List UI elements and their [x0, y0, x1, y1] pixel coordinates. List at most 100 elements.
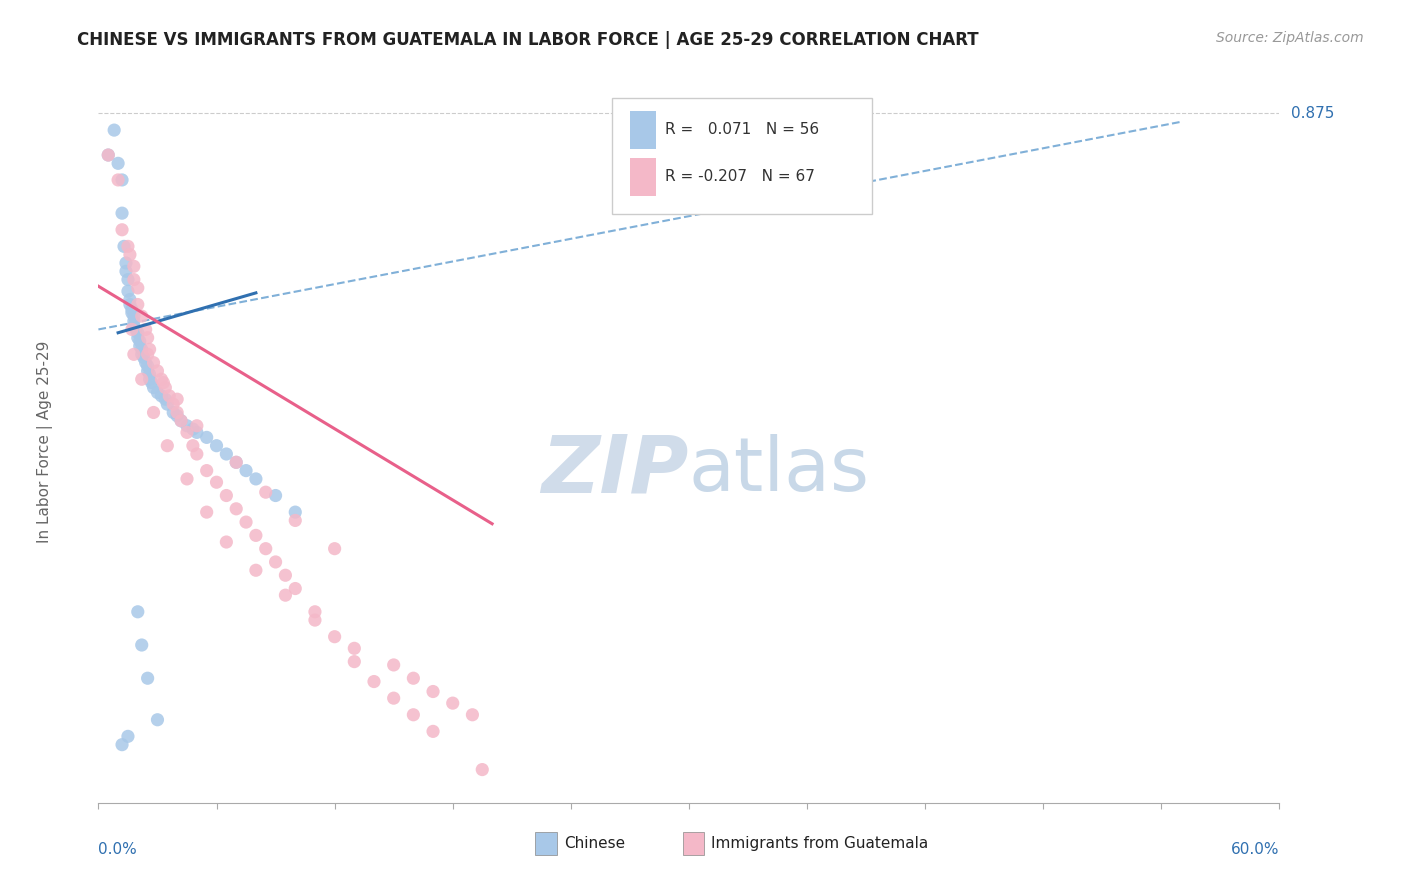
- Point: [155, 392, 177, 407]
- Point: [131, 372, 153, 386]
- Point: [122, 309, 145, 323]
- Point: [254, 485, 277, 500]
- Text: R =   0.071   N = 56: R = 0.071 N = 56: [665, 122, 820, 136]
- Point: [111, 223, 134, 237]
- Point: [135, 322, 157, 336]
- Point: [118, 297, 141, 311]
- Point: [127, 605, 149, 619]
- Point: [254, 541, 277, 556]
- Point: [166, 392, 188, 407]
- Point: [157, 389, 180, 403]
- Point: [323, 630, 346, 644]
- Point: [363, 674, 385, 689]
- Point: [132, 351, 155, 365]
- Point: [136, 347, 159, 361]
- Point: [136, 359, 159, 373]
- Point: [402, 671, 425, 685]
- Point: [471, 763, 494, 777]
- Text: Chinese: Chinese: [564, 836, 624, 851]
- Point: [156, 439, 179, 453]
- Point: [141, 376, 163, 390]
- Point: [235, 464, 257, 478]
- Point: [121, 306, 143, 320]
- Point: [170, 414, 193, 428]
- Point: [131, 343, 153, 357]
- Point: [131, 347, 153, 361]
- Point: [274, 588, 297, 602]
- Point: [111, 738, 134, 752]
- Point: [131, 309, 153, 323]
- Point: [176, 418, 198, 433]
- Point: [122, 319, 145, 334]
- Point: [111, 173, 134, 187]
- Point: [195, 464, 218, 478]
- Text: 0.875: 0.875: [1291, 106, 1334, 121]
- Point: [166, 405, 188, 419]
- Point: [152, 376, 174, 390]
- Point: [382, 691, 405, 706]
- Point: [205, 439, 228, 453]
- Point: [155, 380, 177, 394]
- Point: [215, 489, 238, 503]
- Point: [117, 272, 139, 286]
- Point: [122, 314, 145, 328]
- Point: [176, 472, 198, 486]
- Point: [176, 425, 198, 440]
- Point: [136, 331, 159, 345]
- Point: [181, 422, 204, 436]
- Point: [146, 364, 169, 378]
- Point: [103, 123, 125, 137]
- Point: [402, 707, 425, 722]
- Point: [422, 684, 444, 698]
- Point: [162, 397, 184, 411]
- Point: [186, 418, 208, 433]
- Point: [122, 272, 145, 286]
- Point: [146, 713, 169, 727]
- FancyBboxPatch shape: [630, 112, 655, 149]
- Point: [118, 248, 141, 262]
- Point: [138, 372, 160, 386]
- FancyBboxPatch shape: [683, 831, 704, 855]
- Point: [284, 505, 307, 519]
- Point: [225, 501, 247, 516]
- Point: [195, 505, 218, 519]
- Point: [136, 671, 159, 685]
- Text: In Labor Force | Age 25-29: In Labor Force | Age 25-29: [38, 341, 53, 542]
- Point: [127, 326, 149, 340]
- Text: 60.0%: 60.0%: [1232, 842, 1279, 856]
- Point: [138, 368, 160, 382]
- Point: [156, 397, 179, 411]
- Point: [284, 582, 307, 596]
- Point: [441, 696, 464, 710]
- Point: [186, 425, 208, 440]
- Point: [97, 148, 120, 162]
- Point: [186, 447, 208, 461]
- Point: [125, 322, 148, 336]
- Point: [225, 455, 247, 469]
- Point: [304, 605, 326, 619]
- Point: [162, 405, 184, 419]
- Point: [225, 455, 247, 469]
- Point: [142, 405, 165, 419]
- Text: Source: ZipAtlas.com: Source: ZipAtlas.com: [1216, 31, 1364, 45]
- Point: [117, 239, 139, 253]
- Point: [170, 414, 193, 428]
- Point: [115, 256, 138, 270]
- Text: atlas: atlas: [689, 434, 870, 507]
- Point: [122, 347, 145, 361]
- Point: [122, 260, 145, 274]
- Point: [245, 563, 267, 577]
- Point: [112, 239, 135, 253]
- Point: [136, 364, 159, 378]
- Point: [245, 472, 267, 486]
- Text: ZIP: ZIP: [541, 432, 689, 509]
- Point: [128, 339, 150, 353]
- Point: [127, 331, 149, 345]
- Point: [111, 206, 134, 220]
- Point: [146, 385, 169, 400]
- Point: [274, 568, 297, 582]
- Point: [107, 173, 129, 187]
- Point: [264, 489, 287, 503]
- Point: [127, 297, 149, 311]
- Point: [195, 430, 218, 444]
